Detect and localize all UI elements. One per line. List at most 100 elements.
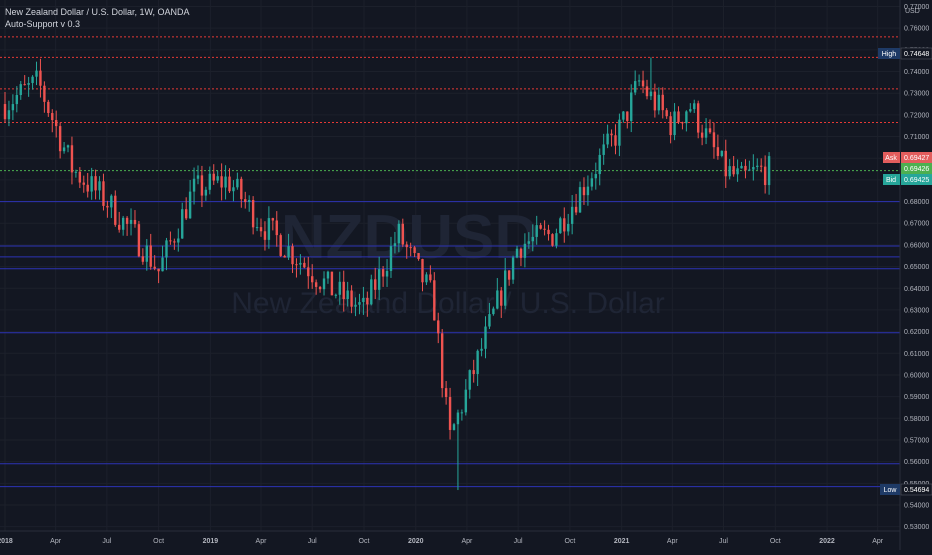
candle (614, 124, 617, 155)
candle (578, 181, 582, 213)
price-tick-label: 0.77000 (904, 4, 929, 11)
candle-body (62, 147, 66, 152)
candle (704, 118, 708, 145)
candle-body (247, 200, 251, 203)
candle-body (527, 241, 531, 244)
candle-body (397, 223, 401, 244)
candle (326, 270, 330, 284)
candle-body (232, 187, 235, 192)
candle (74, 169, 78, 178)
candle-body (39, 70, 42, 86)
candle-body (102, 181, 105, 206)
candle (236, 172, 239, 190)
candle-body (665, 110, 668, 117)
candle (681, 121, 684, 130)
candle-body (689, 109, 692, 112)
indicator-label[interactable]: Auto-Support v 0.3 (5, 19, 80, 29)
low-tag: Low 0.54694 (880, 483, 932, 496)
candle (657, 87, 661, 115)
candle (425, 272, 428, 286)
candle-body (653, 91, 657, 111)
candle (295, 258, 298, 278)
candle-body (58, 126, 62, 152)
candle (535, 215, 538, 245)
candle (673, 103, 676, 141)
candle-body (358, 302, 361, 305)
ask-tag: Ask 0.69427 (883, 152, 932, 163)
symbol-title[interactable]: New Zealand Dollar / U.S. Dollar, 1W, OA… (5, 7, 190, 17)
candle (23, 75, 26, 86)
last-price-box (901, 163, 932, 174)
candle (409, 242, 412, 257)
candle (594, 162, 597, 190)
candle (212, 164, 215, 185)
candle (94, 169, 97, 200)
candle-body (693, 103, 696, 110)
candle (748, 160, 751, 171)
candle-body (157, 268, 160, 272)
candle-body (570, 206, 574, 224)
candle-body (582, 187, 586, 196)
candle (220, 163, 223, 201)
candle-body (133, 219, 137, 225)
candle (677, 106, 680, 125)
candle-body (444, 388, 448, 398)
candle (78, 167, 82, 189)
candles[interactable] (3, 57, 771, 491)
candle (488, 302, 491, 330)
candle-body (748, 169, 751, 171)
candle-body (35, 70, 38, 77)
time-tick-label: 2022 (819, 538, 835, 545)
candle (232, 180, 235, 202)
candle (590, 172, 594, 191)
candle (626, 111, 629, 129)
candle-body (74, 171, 78, 173)
candle (689, 103, 692, 113)
candle-body (149, 245, 152, 267)
candle (318, 285, 322, 293)
candle-body (27, 83, 30, 85)
candle (165, 237, 168, 271)
price-tick-label: 0.60000 (904, 372, 929, 379)
candle (19, 80, 22, 100)
candle (192, 167, 196, 205)
candle-body (649, 91, 653, 97)
candle-body (165, 240, 168, 258)
price-tick-label: 0.57000 (904, 437, 929, 444)
candle (267, 206, 271, 249)
candle-body (551, 234, 554, 246)
price-tick-label: 0.54000 (904, 502, 929, 509)
candle (456, 409, 460, 491)
candle (653, 83, 657, 118)
candle (169, 231, 172, 245)
candle-body (15, 95, 19, 105)
candle (413, 245, 416, 258)
time-tick-label: 2018 (0, 538, 13, 545)
candle-body (744, 165, 747, 171)
bid-tag-value: 0.69425 (904, 177, 929, 184)
price-tick-label: 0.74000 (904, 69, 929, 76)
candle (716, 134, 720, 160)
candle (188, 179, 192, 219)
time-tick-label: Apr (667, 538, 679, 545)
candle (224, 165, 227, 200)
candle (598, 148, 601, 186)
candle (338, 271, 341, 305)
candle (444, 380, 448, 405)
candle (3, 92, 7, 123)
candle (82, 175, 85, 193)
candle (145, 239, 148, 271)
candle (649, 57, 653, 101)
candle-body (188, 191, 192, 219)
time-axis[interactable]: 2018 Apr Jul Oct 2019 Apr Jul Oct 2020 Apr Jul Oct 2… (0, 530, 900, 545)
low-tag-value: 0.54694 (904, 487, 929, 494)
candle (125, 216, 129, 236)
candle-body (11, 104, 15, 111)
candle-body (216, 176, 219, 181)
candle-body (433, 280, 436, 321)
candle-body (574, 206, 578, 213)
candle (732, 156, 735, 177)
candle (440, 329, 444, 398)
